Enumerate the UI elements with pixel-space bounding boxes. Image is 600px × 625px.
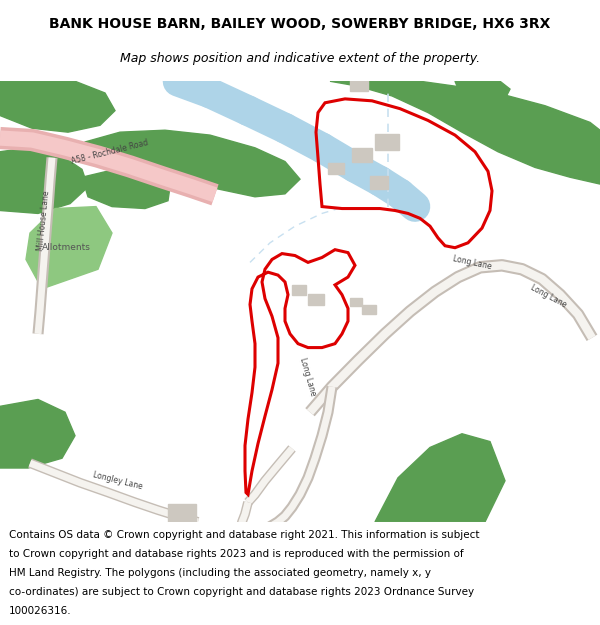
Polygon shape (0, 148, 88, 213)
Bar (308, 294, 324, 304)
Text: HM Land Registry. The polygons (including the associated geometry, namely x, y: HM Land Registry. The polygons (includin… (9, 568, 431, 578)
Text: Long Lane: Long Lane (529, 284, 568, 310)
Text: A58 - Rochdale Road: A58 - Rochdale Road (71, 138, 149, 166)
Text: 100026316.: 100026316. (9, 606, 71, 616)
Text: Contains OS data © Crown copyright and database right 2021. This information is : Contains OS data © Crown copyright and d… (9, 530, 479, 540)
Text: co-ordinates) are subject to Crown copyright and database rights 2023 Ordnance S: co-ordinates) are subject to Crown copyr… (9, 588, 474, 598)
Bar (350, 79, 368, 91)
Text: Map shows position and indicative extent of the property.: Map shows position and indicative extent… (120, 52, 480, 65)
Bar (168, 504, 196, 522)
Text: Longley Lane: Longley Lane (92, 470, 144, 491)
Polygon shape (26, 207, 112, 289)
Text: Long Lane: Long Lane (298, 357, 318, 397)
Text: BANK HOUSE BARN, BAILEY WOOD, SOWERBY BRIDGE, HX6 3RX: BANK HOUSE BARN, BAILEY WOOD, SOWERBY BR… (49, 18, 551, 31)
Bar (352, 148, 372, 161)
Bar (362, 306, 376, 314)
Text: Allotments: Allotments (41, 243, 91, 252)
Bar (292, 285, 306, 295)
Polygon shape (330, 81, 600, 184)
Polygon shape (0, 81, 115, 132)
Bar (370, 176, 388, 189)
Polygon shape (82, 130, 300, 197)
Bar (350, 298, 362, 306)
Polygon shape (0, 399, 75, 468)
Polygon shape (455, 81, 510, 102)
Polygon shape (82, 169, 170, 209)
Bar (375, 134, 399, 150)
Polygon shape (375, 434, 505, 522)
Bar (328, 162, 344, 174)
Text: to Crown copyright and database rights 2023 and is reproduced with the permissio: to Crown copyright and database rights 2… (9, 549, 464, 559)
Text: Long Lane: Long Lane (452, 254, 492, 271)
Text: Mill House Lane: Mill House Lane (37, 190, 52, 251)
